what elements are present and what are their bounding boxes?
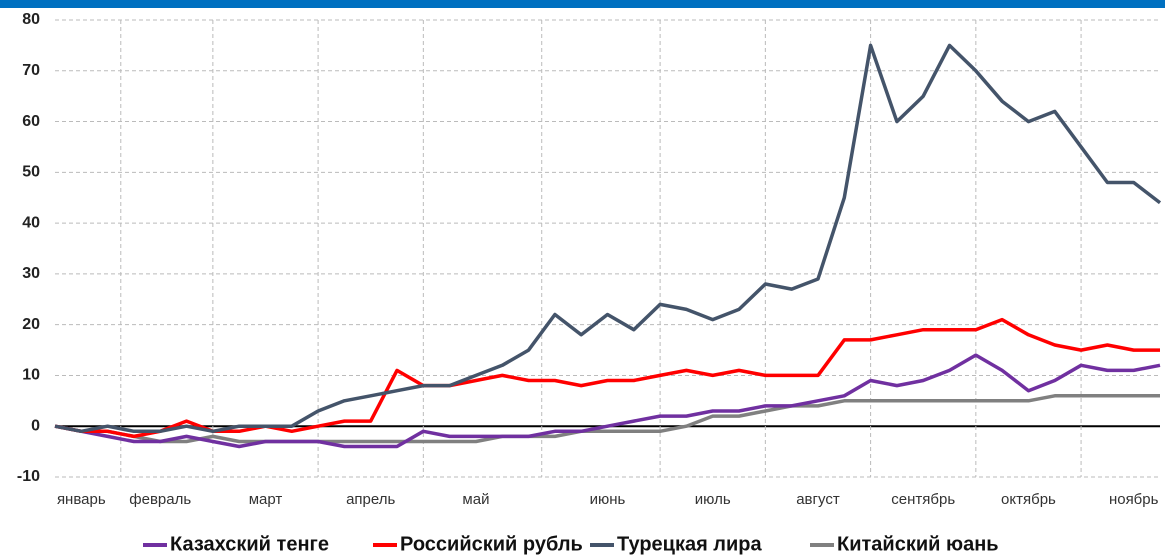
series-line [54,394,1160,444]
legend-label: Турецкая лира [617,533,763,555]
header-strip [0,0,1165,8]
x-tick-label: сентябрь [891,491,955,508]
labels: -10 0 10 20 30 40 50 60 70 80 январь февраль март апр… [17,11,1159,555]
x-tick-label: октябрь [1001,491,1056,508]
series-line [54,317,1160,439]
legend-label: Китайский юань [837,533,999,555]
x-tick-label: февраль [129,491,191,508]
y-tick-label: 50 [22,164,40,181]
y-tick-label: 10 [22,367,40,384]
y-tick-label: 20 [22,316,40,333]
y-tick-label: 0 [31,417,40,434]
y-tick-label: 30 [22,265,40,282]
y-tick-label: 40 [22,214,40,231]
x-tick-label: май [462,491,489,508]
x-tick-label: январь [57,491,106,508]
x-tick-label: июль [695,491,731,508]
y-tick-label: -10 [17,468,40,485]
legend-label: Казахский тенге [170,533,329,555]
lines [54,43,1162,449]
grid [55,19,1160,478]
y-tick-label: 80 [22,11,40,28]
x-tick-label: март [249,491,283,508]
x-tick-label: июнь [590,491,626,508]
x-tick-label: апрель [346,491,395,508]
x-tick-label: ноябрь [1109,491,1159,508]
series-line [54,43,1162,434]
y-tick-label: 70 [22,62,40,79]
series-line [54,353,1161,449]
y-tick-label: 60 [22,113,40,130]
legend-label: Российский рубль [400,533,583,555]
x-tick-label: август [796,491,840,508]
